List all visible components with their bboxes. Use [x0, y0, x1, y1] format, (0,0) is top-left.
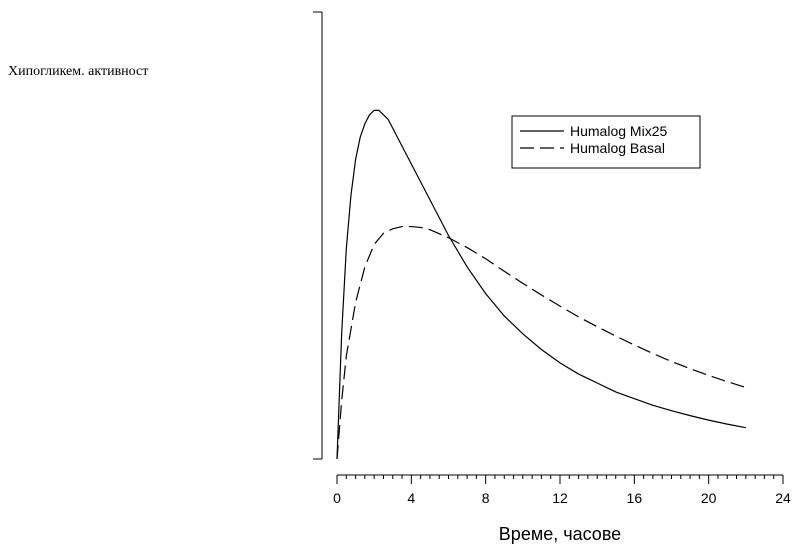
y-axis-label: Хипогликем. активност — [8, 64, 149, 79]
legend-label: Humalog Mix25 — [570, 123, 667, 139]
x-tick-label: 4 — [407, 490, 415, 506]
series-layer — [336, 109, 747, 460]
legend-label: Humalog Basal — [570, 140, 665, 156]
legend-box — [511, 115, 701, 169]
x-axis: 0 4 8 12 16 20 24 — [333, 474, 791, 506]
y-axis — [313, 11, 323, 460]
x-tick-label: 8 — [482, 490, 490, 506]
series-line-humalog-mix25 — [336, 109, 746, 460]
series-line-humalog-basal — [336, 225, 747, 460]
x-tick-label: 20 — [701, 490, 717, 506]
x-tick-label: 0 — [333, 490, 341, 506]
x-tick-label: 16 — [627, 490, 643, 506]
x-axis-label: Време, часове — [499, 524, 621, 544]
x-tick-label: 24 — [775, 490, 791, 506]
x-tick-label: 12 — [552, 490, 568, 506]
